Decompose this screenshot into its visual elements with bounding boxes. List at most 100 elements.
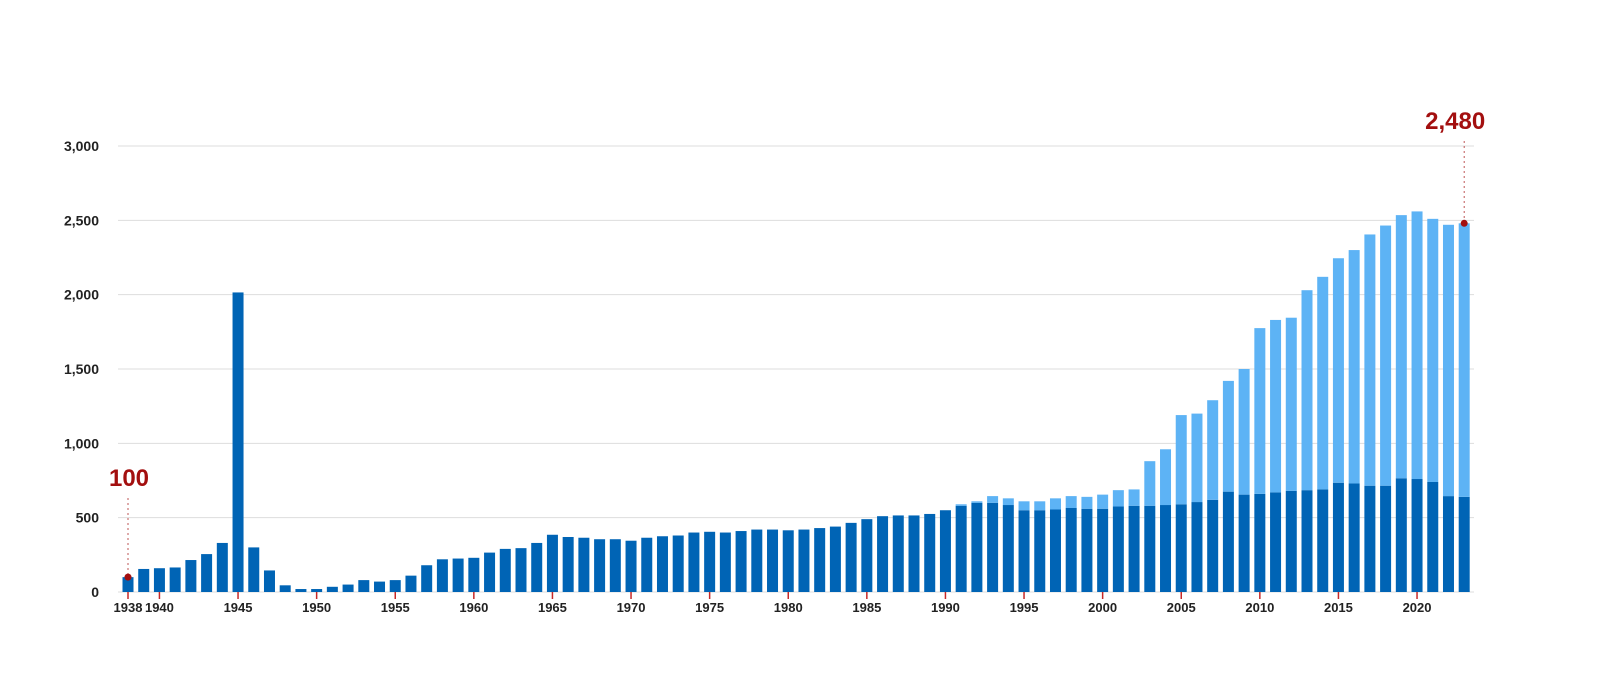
bar-series1-2012 [1285,490,1297,592]
bar-series2-2007 [1207,400,1219,500]
x-tick-label: 1975 [695,600,724,615]
bar-series1-1949 [295,589,307,592]
annotation-dot [1460,219,1468,227]
bar-series1-2016 [1348,483,1360,592]
bar-series1-2019 [1395,478,1407,592]
bar-series2-2010 [1254,328,1266,494]
x-tick-label: 1955 [381,600,410,615]
bar-series1-1984 [845,522,857,592]
bar-series1-1963 [515,548,527,592]
bar-series1-1993 [987,502,999,592]
bar-series1-2018 [1380,485,1392,592]
bar-series1-1986 [877,516,889,592]
x-tick-label: 1985 [852,600,881,615]
bar-series1-1965 [546,534,558,592]
bar-series1-2008 [1222,491,1234,592]
bar-series1-2021 [1427,481,1439,592]
bar-series2-1997 [1049,498,1061,510]
bar-series2-1999 [1081,496,1093,509]
bar-series1-1996 [1034,510,1046,592]
bar-series1-2022 [1442,496,1454,592]
bar-series1-1983 [829,526,841,592]
bar-series1-1945 [232,292,244,592]
x-axis: 1938 1940 1945 1950 1955 1960 1965 1970 1975 1980… [114,592,1432,615]
bar-series2-1992 [971,501,983,503]
bar-series1-1972 [656,536,668,592]
bar-series2-2014 [1317,276,1329,490]
bar-series1-2013 [1301,490,1313,592]
bar-series1-1990 [939,510,951,592]
bar-series2-1995 [1018,501,1030,511]
bar-series1-1958 [436,559,448,592]
bar-series1-1969 [609,539,621,592]
x-tick-label: 1990 [931,600,960,615]
bar-series2-2020 [1411,211,1423,480]
bar-series2-2012 [1285,317,1297,491]
bar-series1-1951 [326,586,338,592]
bar-series1-1979 [767,529,779,592]
bar-series1-2011 [1270,492,1282,592]
bar-series1-1974 [688,532,700,592]
bar-series2-2001 [1112,490,1124,507]
bar-series1-2002 [1128,505,1140,592]
y-tick-label: 0 [91,584,99,600]
bar-series1-1980 [782,530,794,592]
bar-series1-1998 [1065,508,1077,592]
bar-series1-1992 [971,502,983,592]
x-tick-label: 2015 [1324,600,1353,615]
bar-series2-1996 [1034,501,1046,511]
bar-series1-1985 [861,519,873,592]
bar-series2-2004 [1160,449,1172,506]
bar-series1-1957 [421,565,433,592]
bar-series2-2002 [1128,489,1140,506]
x-tick-label: 1960 [459,600,488,615]
bar-series1-2005 [1175,504,1187,592]
annotation-label: 100 [109,465,149,492]
bar-series1-1953 [358,580,370,592]
bar-series1-1939 [138,568,150,592]
bar-series2-1998 [1065,496,1077,509]
bar-series1-2015 [1332,482,1344,592]
bar-series1-2004 [1160,505,1172,592]
bar-series1-1948 [279,585,291,592]
bar-series2-1993 [987,496,999,503]
bar-series1-2023 [1458,496,1470,592]
bar-series2-2022 [1442,224,1454,497]
bar-series1-2010 [1254,493,1266,592]
bar-series1-2001 [1112,506,1124,592]
bar-series1-1950 [311,589,323,592]
bar-series1-1988 [908,515,920,592]
bar-series1-2009 [1238,494,1250,592]
bar-series1-2003 [1144,505,1156,592]
bar-series1-1970 [625,540,637,592]
x-tick-label: 2020 [1403,600,1432,615]
bar-series1-1981 [798,529,810,592]
bar-series1-1968 [594,539,606,592]
x-tick-label: 1970 [617,600,646,615]
annotation-label: 2,480 [1425,108,1485,135]
annotations: 100 2,480 [109,108,1485,581]
bar-series1-1982 [814,528,826,592]
bar-series1-1962 [499,548,511,592]
bar-series1-1941 [169,567,181,592]
bar-series1-2000 [1097,508,1109,592]
bar-series1-2020 [1411,479,1423,592]
annotation-dot [124,573,132,581]
bar-series2-2015 [1332,258,1344,483]
bar-series2-2019 [1395,215,1407,479]
bar-series1-1956 [405,575,417,592]
bar-series1-1959 [452,558,464,592]
bar-series1-1971 [641,537,653,592]
bar-series1-1938 [122,577,134,592]
y-tick-label: 500 [76,510,100,526]
x-tick-label: 1945 [224,600,253,615]
bar-series1-1991 [955,505,967,592]
y-tick-label: 1,000 [64,435,99,451]
y-axis: 0 500 1,000 1,500 2,000 2,500 3,000 [64,138,99,600]
bar-series1-1960 [468,557,480,592]
bar-series1-1987 [892,515,904,592]
bar-series2-2016 [1348,250,1360,484]
bar-series1-1947 [263,570,275,592]
x-tick-label: 1980 [774,600,803,615]
